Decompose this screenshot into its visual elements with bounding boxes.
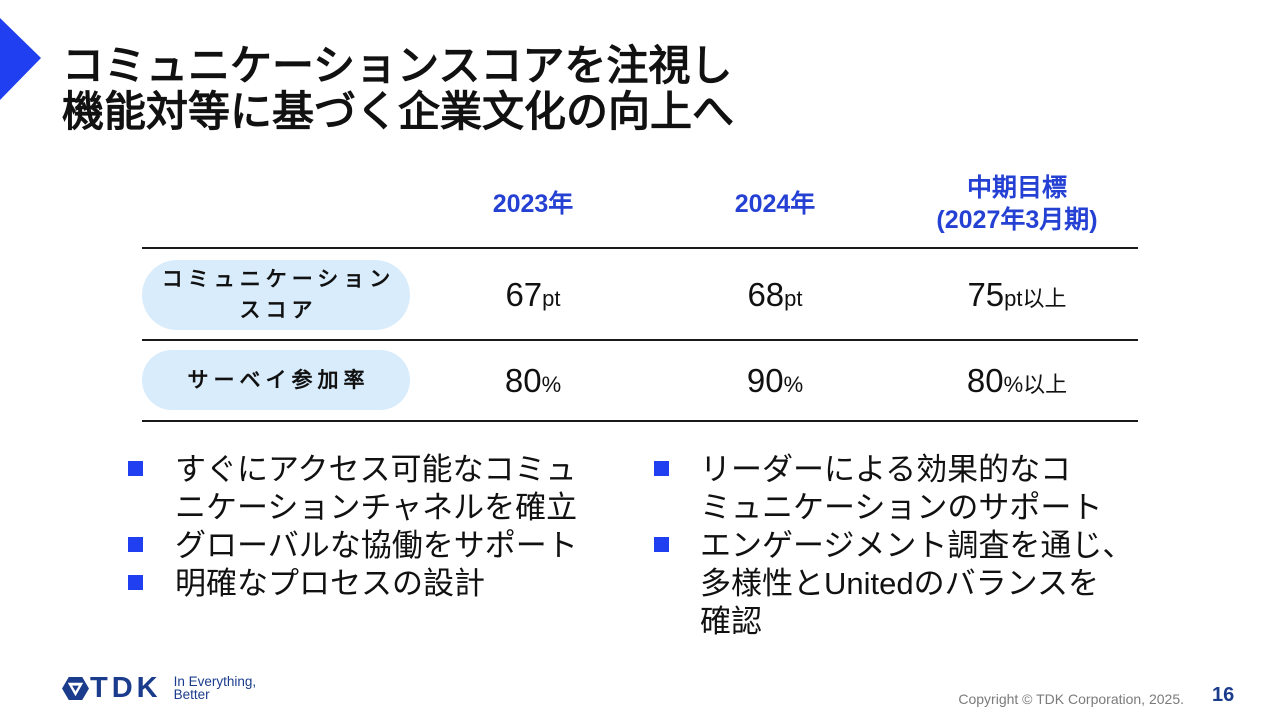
value-text: 80%以上 bbox=[967, 364, 1067, 397]
value-unit: %以上 bbox=[1003, 372, 1068, 397]
column-header-target-label: 中期目標 bbox=[966, 174, 1067, 202]
bullet-list-right: リーダーによる効果的なコ ミュニケーションのサポート エンゲージメント調査を通じ… bbox=[654, 451, 1133, 641]
bullet-line: ミュニケーションのサポート bbox=[700, 490, 1103, 525]
bullet-line: 明確なプロセスの設計 bbox=[175, 566, 485, 601]
bullet-line: エンゲージメント調査を通じ、 bbox=[700, 528, 1134, 563]
value-number: 80 bbox=[966, 362, 1004, 399]
value-text: 75pt以上 bbox=[967, 278, 1066, 311]
row-label-line-1: サーベイ参加率 bbox=[187, 368, 370, 392]
logo-tagline: In Everything, Better bbox=[173, 674, 257, 702]
bullet-text: グローバルな協働をサポート bbox=[175, 527, 578, 565]
value-number: 80 bbox=[504, 362, 542, 399]
list-item: リーダーによる効果的なコ ミュニケーションのサポート bbox=[654, 451, 1133, 527]
survey-participation-2023: 80% bbox=[412, 341, 654, 420]
triangle-right-icon bbox=[0, 18, 41, 100]
table-rule-top bbox=[142, 247, 1138, 249]
communication-score-2024: 68pt bbox=[654, 249, 896, 339]
column-header-2023-label: 2023年 bbox=[492, 190, 574, 218]
value-unit: pt以上 bbox=[1004, 285, 1067, 311]
bullet-line: ニケーションチャネルを確立 bbox=[175, 490, 578, 525]
square-bullet-icon bbox=[128, 575, 143, 590]
row-label-line-1: コミュニケーション bbox=[161, 268, 396, 291]
slide-title-line-2: 機能対等に基づく企業文化の向上へ bbox=[62, 88, 735, 135]
row-label-communication-score: コミュニケーション スコア bbox=[142, 260, 410, 330]
bullet-line: リーダーによる効果的なコ bbox=[700, 452, 1072, 487]
list-item: 明確なプロセスの設計 bbox=[128, 565, 578, 603]
table-rule-middle bbox=[142, 339, 1138, 341]
bullet-line: すぐにアクセス可能なコミュ bbox=[175, 452, 577, 487]
logo-tagline-line-1: In Everything, bbox=[173, 674, 257, 689]
tdk-logo: TDK In Everything, Better bbox=[62, 672, 257, 704]
value-text: 80% bbox=[505, 364, 561, 397]
column-header-target-period: (2027年3月期) bbox=[936, 206, 1098, 234]
column-header-2024: 2024年 bbox=[654, 172, 896, 236]
value-number: 67 bbox=[505, 275, 543, 313]
value-unit: pt bbox=[784, 285, 803, 311]
slide-title-line-1: コミュニケーションスコアを注視し bbox=[62, 42, 733, 89]
value-number: 68 bbox=[747, 275, 785, 313]
table-rule-bottom bbox=[142, 420, 1138, 422]
copyright-notice: Copyright © TDK Corporation, 2025. bbox=[958, 691, 1184, 707]
square-bullet-icon bbox=[128, 461, 143, 476]
row-label-line-2: スコア bbox=[239, 299, 318, 322]
bullet-text: すぐにアクセス可能なコミュ ニケーションチャネルを確立 bbox=[175, 451, 577, 527]
communication-score-target: 75pt以上 bbox=[896, 249, 1138, 339]
slide-title: コミュニケーションスコアを注視し 機能対等に基づく企業文化の向上へ bbox=[62, 43, 734, 135]
value-text: 68pt bbox=[747, 278, 802, 311]
bullet-line: 確認 bbox=[700, 604, 762, 639]
emblem-core bbox=[72, 685, 79, 691]
bullet-list-left: すぐにアクセス可能なコミュ ニケーションチャネルを確立 グローバルな協働をサポー… bbox=[128, 451, 578, 603]
list-item: グローバルな協働をサポート bbox=[128, 527, 578, 565]
survey-participation-2024: 90% bbox=[654, 341, 896, 420]
communication-score-2023: 67pt bbox=[412, 249, 654, 339]
list-item: すぐにアクセス可能なコミュ ニケーションチャネルを確立 bbox=[128, 451, 578, 527]
value-unit: pt bbox=[542, 285, 561, 311]
logo-wordmark: TDK bbox=[90, 672, 162, 704]
tdk-emblem-icon bbox=[62, 676, 89, 700]
column-header-2023: 2023年 bbox=[412, 172, 654, 236]
bullet-text: エンゲージメント調査を通じ、 多様性とUnitedのバランスを 確認 bbox=[700, 527, 1133, 641]
value-number: 75 bbox=[967, 275, 1005, 313]
row-label-survey-participation-rate: サーベイ参加率 bbox=[142, 350, 410, 410]
value-unit: % bbox=[541, 372, 562, 397]
page-number: 16 bbox=[1212, 684, 1235, 706]
bullet-text: リーダーによる効果的なコ ミュニケーションのサポート bbox=[700, 451, 1102, 527]
bullet-line: 多様性とUnitedのバランスを bbox=[700, 566, 1099, 601]
triangle-right-shape bbox=[0, 18, 41, 100]
list-item: エンゲージメント調査を通じ、 多様性とUnitedのバランスを 確認 bbox=[654, 527, 1133, 641]
square-bullet-icon bbox=[654, 461, 669, 476]
square-bullet-icon bbox=[654, 537, 669, 552]
column-header-2024-label: 2024年 bbox=[734, 190, 816, 218]
value-number: 90 bbox=[746, 362, 784, 399]
survey-participation-target: 80%以上 bbox=[896, 341, 1138, 420]
logo-tagline-line-2: Better bbox=[173, 687, 210, 702]
bullet-line: グローバルな協働をサポート bbox=[175, 528, 578, 563]
square-bullet-icon bbox=[128, 537, 143, 552]
value-unit: % bbox=[783, 372, 804, 397]
value-text: 67pt bbox=[505, 278, 560, 311]
bullet-text: 明確なプロセスの設計 bbox=[175, 565, 485, 603]
value-text: 90% bbox=[747, 364, 803, 397]
column-header-mid-term-target: 中期目標 (2027年3月期) bbox=[896, 172, 1138, 236]
